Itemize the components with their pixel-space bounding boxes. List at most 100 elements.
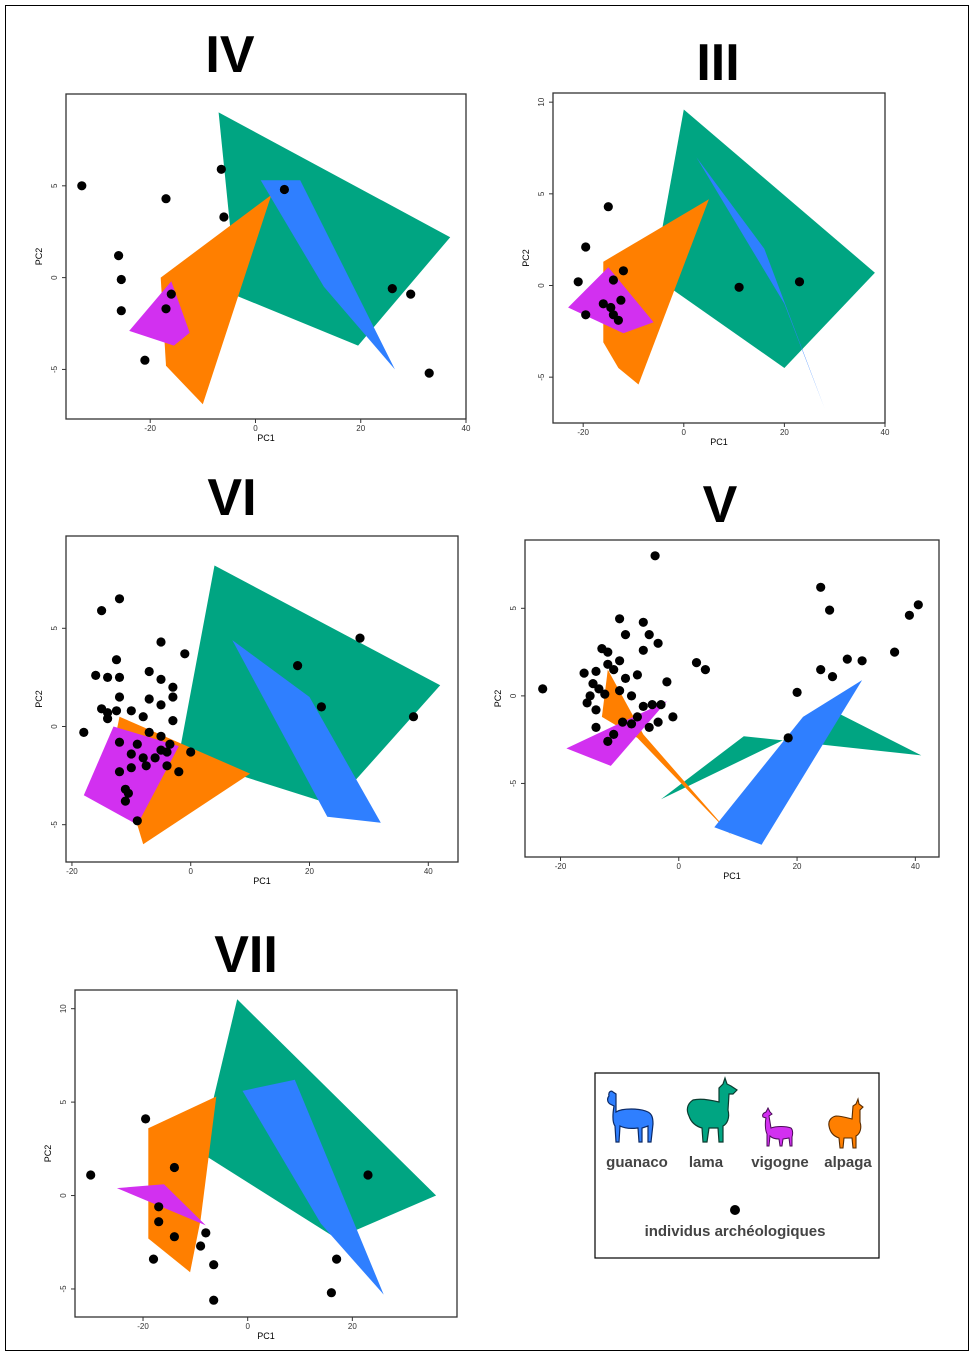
data-point	[588, 679, 598, 689]
data-point	[168, 682, 178, 692]
data-point	[103, 714, 113, 724]
data-point	[700, 665, 711, 675]
data-point	[161, 304, 171, 314]
data-point	[126, 763, 136, 773]
data-point	[618, 266, 629, 276]
data-point	[114, 594, 125, 604]
data-point	[219, 212, 229, 222]
data-point	[653, 717, 663, 727]
data-point	[156, 674, 166, 685]
alpaga-icon	[828, 1097, 864, 1149]
data-point	[600, 689, 610, 699]
data-point	[141, 1114, 151, 1124]
legend-label-points: individus archéologiques	[645, 1223, 826, 1240]
data-point	[913, 600, 923, 610]
data-point	[144, 694, 154, 704]
data-point	[582, 698, 592, 708]
data-point	[653, 638, 663, 648]
data-point	[162, 761, 172, 771]
y-tick-label: -5	[509, 779, 518, 787]
legend-point-marker	[730, 1205, 740, 1215]
x-tick-label: 0	[189, 867, 194, 876]
y-tick-label: 0	[59, 1193, 68, 1198]
chart-title: VII	[214, 926, 278, 984]
data-point	[581, 242, 591, 252]
figure-frame	[5, 5, 969, 1351]
chart-title: VI	[207, 469, 256, 527]
x-tick-label: -20	[144, 424, 156, 433]
y-tick-label: 10	[537, 97, 546, 106]
data-point	[538, 684, 548, 694]
data-point	[615, 614, 625, 624]
data-point	[126, 749, 136, 759]
data-point	[615, 686, 625, 696]
x-tick-label: -20	[137, 1322, 149, 1331]
y-tick-label: -5	[59, 1285, 68, 1293]
data-point	[169, 1162, 179, 1173]
chart-panel-iv: IV -20 0 20 40 -5 0 5 PC1 PC2	[34, 26, 471, 443]
data-point	[154, 1202, 164, 1212]
y-tick-label: 0	[537, 283, 546, 288]
data-point	[150, 753, 160, 763]
y-tick-label: 5	[59, 1099, 68, 1104]
data-point	[857, 656, 867, 666]
data-point	[165, 739, 175, 749]
legend-label-lama: lama	[689, 1154, 724, 1171]
data-point	[77, 181, 87, 191]
chart-panels: IV -20 0 20 40 -5 0 5 PC1 PC2 III -20 0 20 40 -5 0 5 10 PC1…	[34, 26, 940, 1341]
lama-icon	[686, 1076, 738, 1143]
x-tick-label: 20	[780, 428, 789, 437]
data-point	[620, 630, 631, 640]
data-point	[591, 666, 601, 677]
data-point	[355, 633, 365, 643]
data-point	[603, 202, 613, 212]
y-axis-label: PC2	[521, 249, 531, 267]
data-point	[734, 282, 744, 292]
data-point	[825, 605, 835, 615]
data-point	[79, 727, 89, 738]
data-point	[783, 733, 793, 743]
x-tick-label: 0	[253, 424, 258, 433]
data-point	[606, 302, 616, 313]
data-point	[662, 677, 672, 687]
y-tick-label: -5	[50, 365, 59, 373]
y-axis-label: PC2	[493, 690, 503, 708]
hull-vigogne	[83, 726, 179, 825]
data-point	[326, 1288, 336, 1298]
y-tick-label: 0	[509, 693, 518, 698]
legend-label-alpaga: alpaga	[824, 1154, 872, 1171]
data-point	[86, 1170, 96, 1180]
data-point	[594, 684, 604, 694]
data-point	[638, 701, 648, 712]
data-point	[581, 310, 591, 320]
hull-guanaco	[260, 180, 395, 370]
data-point	[168, 716, 178, 726]
data-point	[91, 670, 101, 681]
data-point	[573, 277, 583, 287]
data-point	[644, 722, 654, 733]
legend: guanaco lama vigogne alpaga individus ar…	[594, 1072, 880, 1259]
data-point	[794, 277, 805, 287]
hull-alpaga	[603, 199, 709, 385]
data-point	[156, 731, 166, 741]
data-point	[156, 637, 166, 647]
data-point	[201, 1228, 211, 1238]
chart-panel-vii: VII -20 0 20 -5 0 5 10 PC1 PC2	[43, 926, 458, 1341]
hull-guanaco	[242, 1079, 384, 1295]
vigogne-icon	[762, 1106, 794, 1147]
data-point	[103, 672, 113, 683]
x-tick-label: 0	[245, 1322, 250, 1331]
hull-alpaga	[160, 195, 272, 405]
data-point	[116, 274, 126, 285]
data-point	[408, 712, 419, 722]
y-tick-label: -5	[537, 373, 546, 381]
data-point	[638, 617, 648, 627]
data-point	[632, 712, 643, 722]
data-point	[608, 275, 619, 285]
data-point	[647, 700, 657, 710]
data-point	[616, 295, 626, 305]
hull-guanaco	[232, 640, 381, 823]
data-point	[169, 1232, 179, 1242]
data-point	[114, 251, 124, 261]
